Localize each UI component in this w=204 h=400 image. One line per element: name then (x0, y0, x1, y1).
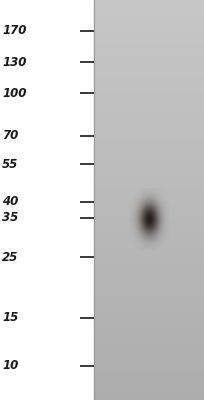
Text: 15: 15 (2, 312, 18, 324)
Text: 25: 25 (2, 251, 18, 264)
Text: 55: 55 (2, 158, 18, 171)
Text: 100: 100 (2, 87, 26, 100)
Text: 40: 40 (2, 195, 18, 208)
Text: 35: 35 (2, 211, 18, 224)
Bar (94, 0, 204, 400)
Text: 10: 10 (2, 360, 18, 372)
Text: 170: 170 (2, 24, 26, 37)
Text: 130: 130 (2, 56, 26, 69)
Text: 70: 70 (2, 129, 18, 142)
